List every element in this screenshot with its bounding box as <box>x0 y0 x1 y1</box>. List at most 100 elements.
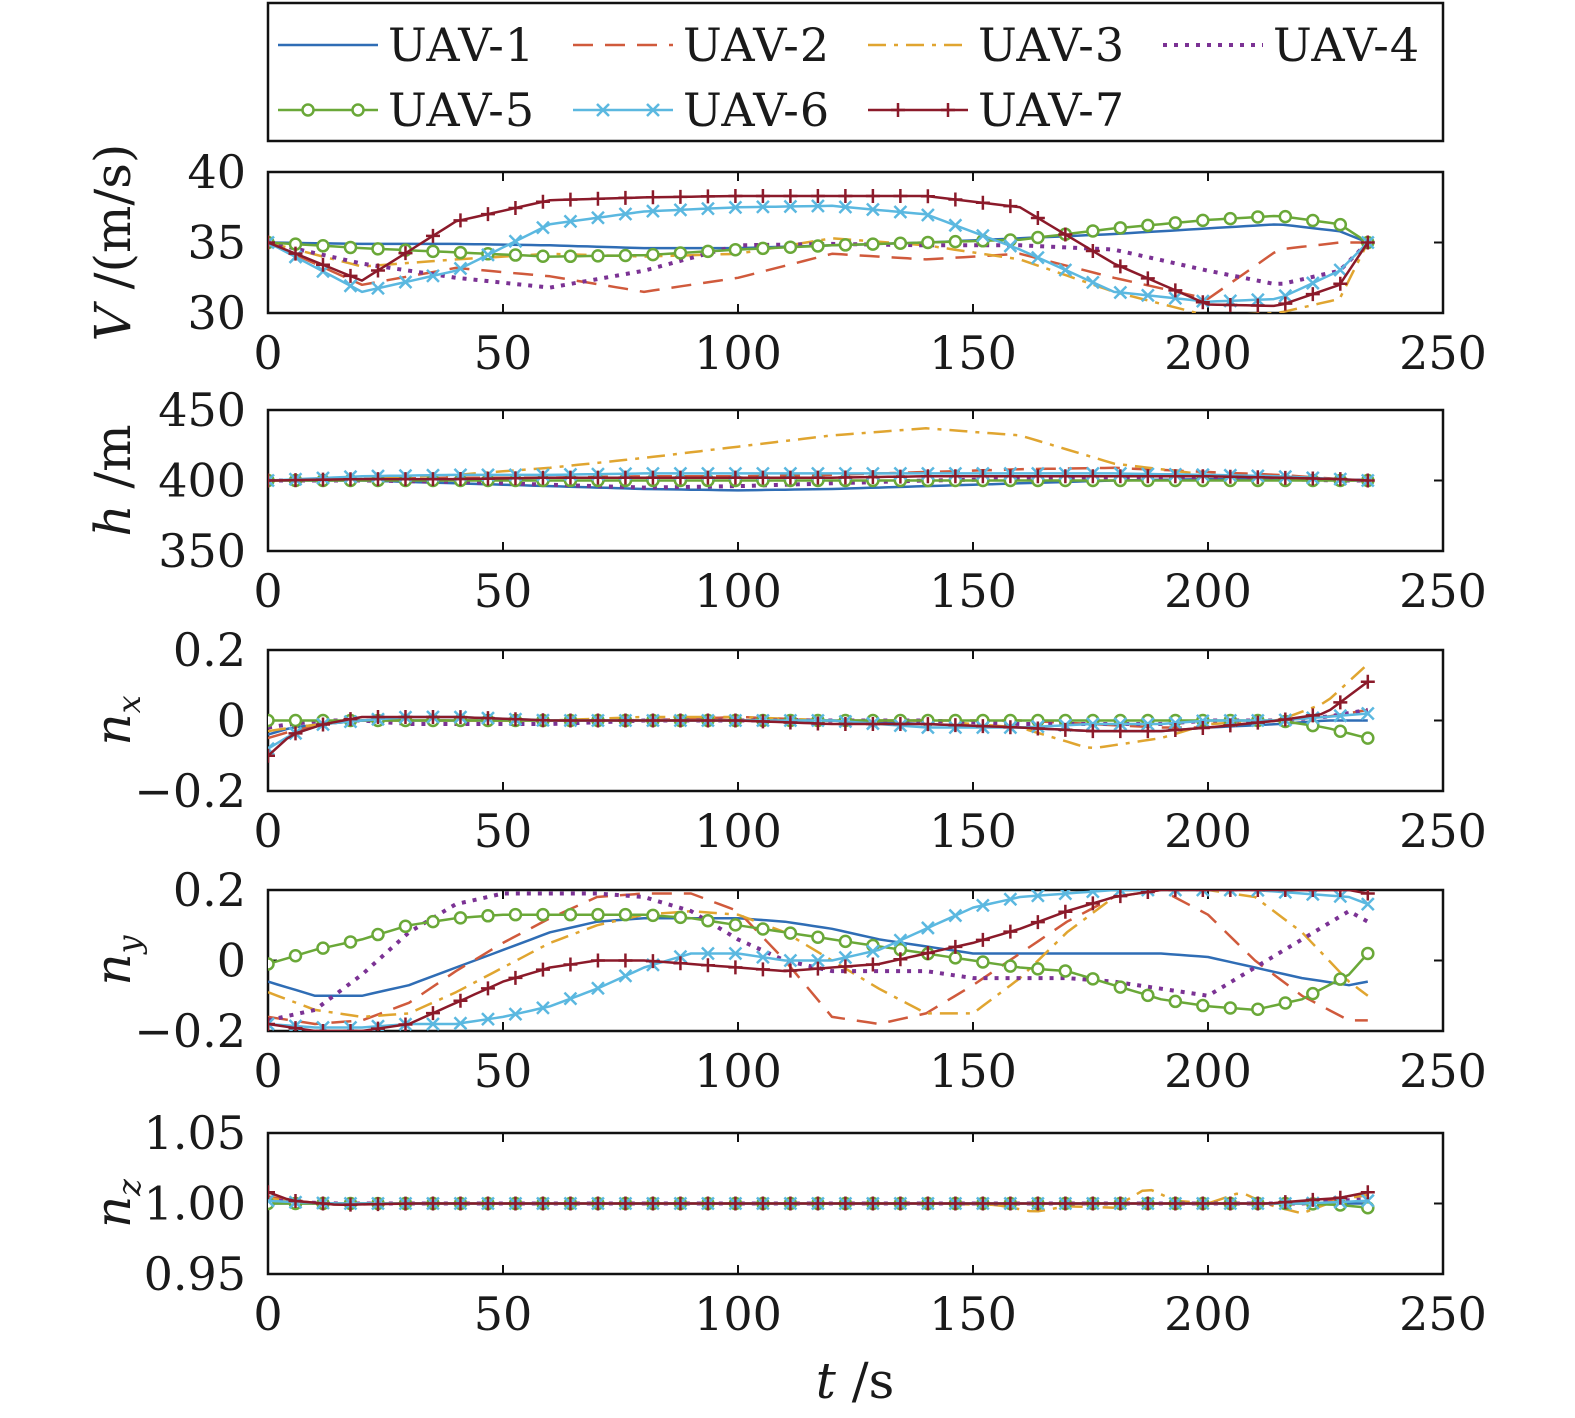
data-point-uav-7 <box>1305 287 1320 302</box>
legend-entry-uav-3: UAV-3 <box>868 18 1125 72</box>
data-point-uav-5 <box>316 239 330 253</box>
data-point-uav-7 <box>1030 915 1045 930</box>
data-point-uav-7 <box>1003 469 1018 484</box>
data-point-uav-7 <box>1250 298 1265 313</box>
data-point-uav-7 <box>618 190 633 205</box>
data-point-uav-6 <box>1333 708 1348 723</box>
data-point-uav-6 <box>618 207 633 221</box>
legend-marker-uav-6 <box>596 103 610 117</box>
data-point-uav-7 <box>700 958 715 973</box>
data-point-uav-5 <box>288 713 303 728</box>
data-point-uav-7 <box>288 726 303 741</box>
series-group <box>268 890 1375 1031</box>
data-point-uav-5 <box>618 907 633 922</box>
data-point-uav-7 <box>783 1196 798 1211</box>
data-point-uav-5 <box>948 234 963 249</box>
data-point-uav-6 <box>563 991 578 1006</box>
data-point-uav-7 <box>1333 695 1348 710</box>
x-tick-label: 0 <box>253 804 282 858</box>
data-point-uav-7 <box>755 470 770 485</box>
data-point-uav-5 <box>1196 213 1210 228</box>
legend-label-uav-1: UAV-1 <box>388 18 535 72</box>
data-point-uav-5 <box>288 949 303 963</box>
y-axis-label: nz <box>84 1178 148 1228</box>
legend-label-uav-2: UAV-2 <box>683 18 830 72</box>
data-point-uav-7 <box>920 1196 935 1211</box>
data-point-uav-5 <box>673 246 688 260</box>
data-point-uav-7 <box>755 188 770 203</box>
data-point-uav-7 <box>618 953 633 968</box>
data-point-uav-7 <box>673 189 688 204</box>
data-point-uav-7 <box>1333 276 1348 291</box>
data-point-uav-7 <box>700 189 715 204</box>
data-point-uav-7 <box>480 1196 495 1211</box>
data-point-uav-7 <box>268 235 275 250</box>
data-point-uav-5 <box>371 242 385 256</box>
data-point-uav-5 <box>1168 216 1183 230</box>
data-point-uav-6 <box>1278 288 1293 303</box>
data-point-uav-7 <box>398 709 413 724</box>
data-point-uav-6 <box>1113 285 1128 300</box>
data-point-uav-7 <box>1168 1196 1183 1211</box>
data-point-uav-7 <box>425 709 440 724</box>
data-point-uav-5 <box>1141 988 1155 1003</box>
y-tick-label: 0.2 <box>173 623 246 677</box>
y-tick-label: 0 <box>217 694 246 748</box>
data-point-uav-7 <box>1195 469 1210 484</box>
data-point-uav-7 <box>590 470 605 485</box>
data-point-uav-7 <box>453 993 468 1008</box>
data-point-uav-7 <box>1168 469 1183 484</box>
data-point-uav-7 <box>1360 473 1375 488</box>
data-point-uav-7 <box>673 470 688 485</box>
panel-nx: 0 50 100 150 200 250−0.200.2nx <box>84 623 1487 858</box>
data-point-uav-7 <box>1140 890 1155 899</box>
x-tick-label: 0 <box>253 564 282 618</box>
y-tick-label: 0.95 <box>144 1247 246 1301</box>
data-point-uav-7 <box>700 470 715 485</box>
data-point-uav-7 <box>948 939 963 954</box>
data-point-uav-7 <box>755 714 770 729</box>
legend-label-uav-3: UAV-3 <box>978 18 1125 72</box>
legend-marker-uav-7 <box>941 103 955 117</box>
y-tick-label: 0 <box>217 934 246 988</box>
data-point-uav-7 <box>1085 469 1100 484</box>
data-point-uav-7 <box>370 1021 385 1031</box>
data-point-uav-7 <box>315 1196 330 1211</box>
data-point-uav-5 <box>756 922 770 936</box>
data-point-uav-6 <box>1140 717 1155 731</box>
x-tick-label: 0 <box>253 1044 282 1098</box>
data-point-uav-7 <box>398 1196 413 1211</box>
data-point-uav-6 <box>756 950 770 965</box>
data-point-uav-6 <box>1360 897 1375 911</box>
data-point-uav-7 <box>288 473 303 488</box>
data-point-uav-7 <box>893 952 908 967</box>
data-point-uav-7 <box>563 1196 578 1211</box>
data-point-uav-5 <box>1113 221 1128 235</box>
x-tick-label: 50 <box>474 326 533 380</box>
data-point-uav-5 <box>453 911 468 925</box>
data-point-uav-5 <box>1196 998 1210 1013</box>
data-point-uav-6 <box>1113 890 1128 897</box>
data-point-uav-7 <box>920 717 935 732</box>
y-tick-label: 30 <box>187 286 246 340</box>
data-point-uav-7 <box>535 962 550 977</box>
data-point-uav-7 <box>1360 890 1375 901</box>
data-point-uav-7 <box>700 713 715 728</box>
x-tick-label: 200 <box>1164 1287 1252 1341</box>
data-point-uav-7 <box>425 1196 440 1211</box>
data-point-uav-7 <box>1305 1192 1320 1207</box>
data-point-uav-7 <box>1223 1196 1238 1211</box>
data-point-uav-7 <box>1140 469 1155 484</box>
data-point-uav-5 <box>1251 210 1265 224</box>
data-point-uav-5 <box>728 918 743 932</box>
data-point-uav-7 <box>975 719 990 734</box>
data-point-uav-5 <box>701 913 715 928</box>
data-point-uav-5 <box>1113 980 1128 994</box>
data-point-uav-6 <box>1085 890 1100 899</box>
data-point-uav-7 <box>865 188 880 203</box>
data-point-uav-6 <box>866 944 880 959</box>
data-point-uav-7 <box>1333 890 1348 897</box>
data-point-uav-6 <box>268 235 275 250</box>
data-point-uav-7 <box>343 712 358 727</box>
x-tick-label: 100 <box>694 1287 782 1341</box>
